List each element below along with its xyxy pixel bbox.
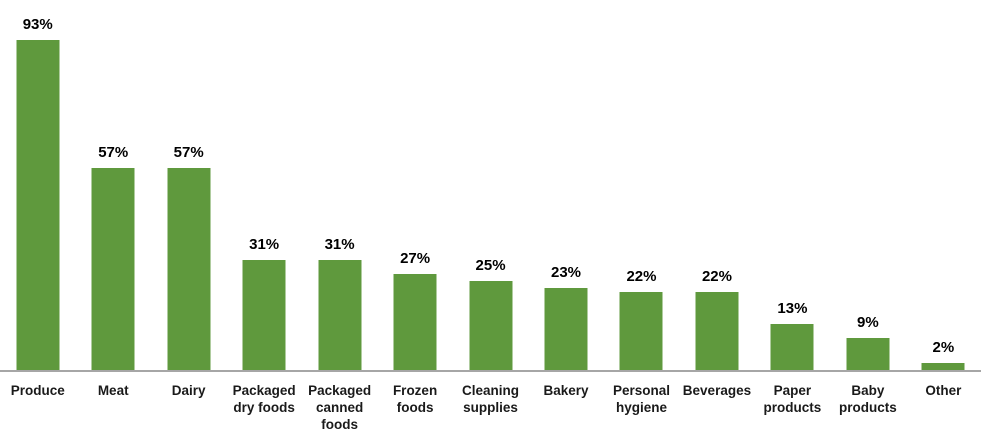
- bar-column: 22%: [604, 0, 679, 370]
- category-label: Personal hygiene: [612, 383, 670, 415]
- bar-column: 93%: [0, 0, 75, 370]
- bar-value-label: 57%: [173, 144, 204, 161]
- bar-value-label: 2%: [932, 339, 955, 356]
- bar: [469, 281, 513, 370]
- bar-column: 9%: [830, 0, 905, 370]
- category-label: Other: [925, 383, 962, 398]
- bar-value-label: 23%: [551, 264, 582, 281]
- category-label: Produce: [10, 383, 65, 398]
- bar: [921, 363, 965, 370]
- bar-column: 31%: [226, 0, 301, 370]
- bar-value-label: 93%: [22, 16, 53, 33]
- bar-column: 31%: [302, 0, 377, 370]
- bar-value-label: 22%: [701, 268, 732, 285]
- bar-value-label: 25%: [475, 257, 506, 274]
- category-label: Frozen foods: [392, 383, 438, 415]
- bar: [770, 324, 814, 370]
- bar-column: 57%: [75, 0, 150, 370]
- plot-area: 93% 57% 57% 31% 31% 27% 25% 23% 22% 22% 13% 9% 2%: [0, 0, 981, 370]
- bar: [16, 40, 60, 370]
- bar-value-label: 9%: [857, 314, 879, 331]
- bar: [318, 260, 362, 370]
- bar: [695, 292, 739, 370]
- bar-value-label: 13%: [777, 300, 808, 317]
- bar-value-label: 22%: [626, 268, 657, 285]
- bar-value-label: 31%: [249, 236, 280, 253]
- bar-column: 57%: [151, 0, 226, 370]
- bar-column: 2%: [906, 0, 981, 370]
- x-axis-line: [0, 370, 981, 372]
- category-label: Meat: [97, 383, 129, 398]
- category-label: Packaged dry foods: [232, 383, 296, 415]
- bar-value-label: 31%: [324, 236, 355, 253]
- bar-value-label: 57%: [98, 144, 129, 161]
- category-label: Beverages: [682, 383, 752, 398]
- bar: [846, 338, 890, 370]
- bar: [242, 260, 286, 370]
- bar: [619, 292, 663, 370]
- bar-column: 25%: [453, 0, 528, 370]
- bar-value-label: 27%: [400, 250, 431, 267]
- bar: [544, 288, 588, 370]
- category-label: Dairy: [171, 383, 206, 398]
- bar-column: 22%: [679, 0, 754, 370]
- category-label: Packaged canned foods: [308, 383, 372, 432]
- bar-column: 13%: [755, 0, 830, 370]
- bar: [91, 168, 135, 370]
- category-label: Cleaning supplies: [462, 383, 520, 415]
- bar: [167, 168, 211, 370]
- category-label: Paper products: [763, 383, 822, 415]
- bar-column: 27%: [377, 0, 452, 370]
- x-axis-labels: Produce Meat Dairy Packaged dry foods Packag…: [0, 372, 981, 434]
- category-label: Bakery: [543, 383, 589, 398]
- bar-column: 23%: [528, 0, 603, 370]
- category-label: Baby products: [839, 383, 897, 415]
- bar: [393, 274, 437, 370]
